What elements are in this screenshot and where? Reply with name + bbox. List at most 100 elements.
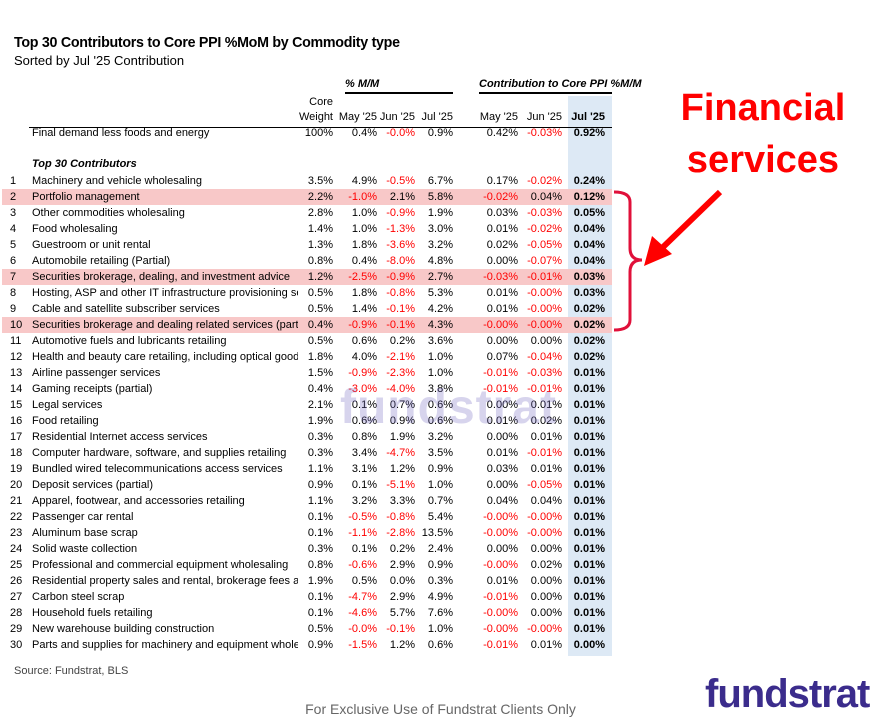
annotation-line-2: services: [686, 139, 840, 181]
cell-jul-mm: 0.6%: [427, 399, 453, 411]
cell-weight: 0.3%: [307, 447, 333, 459]
cell-jun-mm: 2.9%: [389, 559, 415, 571]
cell-weight: 0.9%: [307, 639, 333, 651]
cell-jul-contrib: 0.24%: [573, 175, 605, 187]
row-number: 18: [10, 447, 23, 459]
cell-jul-contrib: 0.01%: [573, 559, 605, 571]
cell-jul-mm: 13.5%: [421, 527, 453, 539]
table-subtitle: Sorted by Jul '25 Contribution: [14, 53, 185, 68]
cell-may-mm: -0.9%: [348, 319, 377, 331]
cell-jun-contrib: -0.05%: [527, 239, 562, 251]
table-row: 10 Securities brokerage and dealing relat…: [2, 317, 612, 333]
cell-jun-contrib: -0.02%: [527, 175, 562, 187]
commodity-name: Other commodities wholesaling: [32, 207, 185, 219]
cell-may-mm: 1.8%: [351, 239, 377, 251]
cell-weight: 1.8%: [307, 351, 333, 363]
cell-may-contrib: 0.00%: [486, 255, 518, 267]
cell-may-contrib: 0.04%: [486, 495, 518, 507]
cell-may-contrib: 0.01%: [486, 447, 518, 459]
cell-jun-contrib: -0.05%: [527, 479, 562, 491]
cell-jul-mm: 2.4%: [427, 543, 453, 555]
cell-may-contrib: -0.00%: [483, 559, 518, 571]
cell-may-mm: 3.1%: [351, 463, 377, 475]
cell-jul-mm: 5.8%: [427, 191, 453, 203]
cell-may-contrib: 0.01%: [486, 303, 518, 315]
cell-jun-contrib: 0.01%: [530, 463, 562, 475]
commodity-name: Cable and satellite subscriber services: [32, 303, 220, 315]
cell-jun-contrib: -0.07%: [527, 255, 562, 267]
row-number: 25: [10, 559, 23, 571]
cell-jul-contrib: 0.04%: [573, 239, 605, 251]
cell-weight: 1.9%: [307, 415, 333, 427]
cell-jun-mm: -2.8%: [386, 527, 415, 539]
cell-jun-mm: -0.1%: [386, 623, 415, 635]
cell-weight: 0.5%: [307, 335, 333, 347]
cell-may-mm: -0.5%: [348, 511, 377, 523]
commodity-name: Hosting, ASP and other IT infrastructure…: [32, 287, 298, 299]
commodity-name: Machinery and vehicle wholesaling: [32, 175, 202, 187]
cell-jun-contrib: -0.01%: [527, 271, 562, 283]
cell-jun-mm: -8.0%: [386, 255, 415, 267]
cell-jun-mm: 0.2%: [389, 543, 415, 555]
cell-may-mm: 0.5%: [351, 575, 377, 587]
table-row: 6 Automobile retailing (Partial) 0.8% 0.4% -…: [0, 253, 612, 269]
cell-weight: 2.1%: [307, 399, 333, 411]
table-row: 27 Carbon steel scrap 0.1% -4.7% 2.9% 4.9% -0.…: [0, 589, 612, 605]
cell-may-contrib: -0.03%: [483, 271, 518, 283]
cell-jul-mm: 1.0%: [427, 623, 453, 635]
cell-jun-contrib: -0.04%: [527, 351, 562, 363]
cell-jul-mm: 7.6%: [427, 607, 453, 619]
cell-weight: 0.1%: [307, 511, 333, 523]
cell-weight: 0.5%: [307, 303, 333, 315]
cell-may-mm: -0.6%: [348, 559, 377, 571]
row-number: 3: [10, 207, 17, 219]
cell-jun-mm: 1.2%: [389, 639, 415, 651]
cell-jun-mm: -0.1%: [386, 303, 415, 315]
commodity-name: Securities brokerage, dealing, and inves…: [32, 271, 291, 283]
commodity-name: Automobile retailing (Partial): [32, 255, 171, 267]
cell-may-contrib: 0.00%: [486, 399, 518, 411]
cell-may-mm: -2.5%: [348, 271, 377, 283]
cell-jun-mm: -0.8%: [386, 287, 415, 299]
cell-weight: 0.5%: [307, 623, 333, 635]
fundstrat-logo: fundstrat: [705, 672, 870, 717]
bracket-shape: [613, 190, 643, 332]
cell-jun-mm: -1.3%: [386, 223, 415, 235]
cell-jul-contrib: 0.01%: [573, 527, 605, 539]
cell-may-contrib: -0.00%: [483, 607, 518, 619]
cell-jul-mm: 4.9%: [427, 591, 453, 603]
cell-weight: 0.3%: [307, 543, 333, 555]
row-number: 20: [10, 479, 23, 491]
cell-may-mm: 1.0%: [351, 223, 377, 235]
cell-weight: 0.8%: [307, 255, 333, 267]
table-row: 1 Machinery and vehicle wholesaling 3.5% 4.…: [0, 173, 612, 189]
cell-may-mm: 0.1%: [351, 543, 377, 555]
arrow-line: [657, 189, 723, 253]
cell-may-mm: 4.9%: [351, 175, 377, 187]
cell-may-mm: 1.0%: [351, 207, 377, 219]
cell-jul-contrib: 0.01%: [573, 479, 605, 491]
cell-jun-contrib: -0.03%: [527, 367, 562, 379]
cell-jul-contrib: 0.01%: [573, 463, 605, 475]
cell-jul-mm: 0.9%: [427, 463, 453, 475]
commodity-name: Legal services: [32, 399, 103, 411]
cell-may-mm: -4.7%: [348, 591, 377, 603]
cell-jun-contrib: 0.01%: [530, 431, 562, 443]
cell-jul-mm: 1.0%: [427, 351, 453, 363]
cell-may-contrib: -0.00%: [483, 527, 518, 539]
cell-may-mm: 0.6%: [351, 415, 377, 427]
cell-may-mm: -1.0%: [348, 191, 377, 203]
cell-jul-contrib: 0.01%: [573, 415, 605, 427]
table-row: 16 Food retailing 1.9% 0.6% 0.9% 0.6% 0.01% 0.0…: [0, 413, 612, 429]
cell-jul-contrib: 0.03%: [573, 287, 605, 299]
row-number: 12: [10, 351, 23, 363]
commodity-name: Automotive fuels and lubricants retailin…: [32, 335, 227, 347]
row-number: 29: [10, 623, 23, 635]
cell-jun-contrib: 0.01%: [530, 399, 562, 411]
header-may: May '25: [338, 111, 377, 123]
cell-jun-contrib: -0.00%: [527, 623, 562, 635]
cell-may-contrib: 0.01%: [486, 287, 518, 299]
cell-may-mm: 0.6%: [351, 335, 377, 347]
cell-jun-contrib: 0.00%: [530, 591, 562, 603]
